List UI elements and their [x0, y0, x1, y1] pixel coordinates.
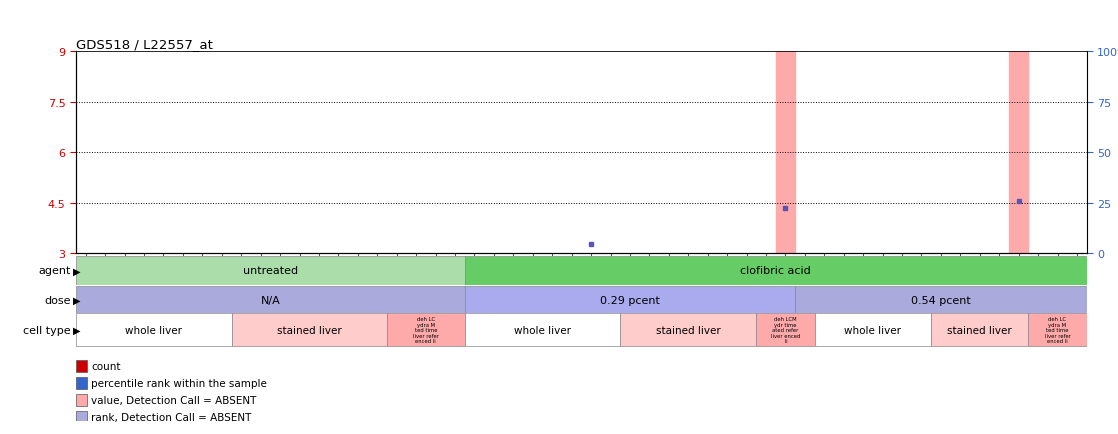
Bar	[756, 314, 815, 346]
Bar	[76, 256, 465, 285]
Bar	[465, 286, 795, 315]
Text: rank, Detection Call = ABSENT: rank, Detection Call = ABSENT	[91, 412, 252, 421]
Text: deh LC
ydra M
ted time
liver refer
enced li: deh LC ydra M ted time liver refer enced…	[413, 316, 439, 343]
Bar	[776, 52, 795, 254]
Bar	[231, 314, 387, 346]
Text: N/A: N/A	[260, 296, 281, 305]
Bar	[387, 314, 465, 346]
Text: value, Detection Call = ABSENT: value, Detection Call = ABSENT	[91, 395, 256, 404]
Text: ▶: ▶	[73, 296, 80, 305]
Text: dose: dose	[44, 296, 70, 305]
Text: clofibric acid: clofibric acid	[740, 266, 811, 276]
Text: whole liver: whole liver	[844, 325, 901, 335]
Bar	[465, 256, 1087, 285]
Text: 0.29 pcent: 0.29 pcent	[600, 296, 660, 305]
Bar	[1029, 314, 1087, 346]
Bar	[76, 360, 87, 372]
Bar	[465, 314, 620, 346]
Bar	[76, 377, 87, 389]
Text: stained liver: stained liver	[277, 325, 342, 335]
Text: count: count	[91, 361, 121, 371]
Text: stained liver: stained liver	[947, 325, 1012, 335]
Bar	[76, 411, 87, 423]
Bar	[76, 394, 87, 406]
Text: percentile rank within the sample: percentile rank within the sample	[91, 378, 267, 388]
Text: deh LC
ydra M
ted time
liver refer
enced li: deh LC ydra M ted time liver refer enced…	[1044, 316, 1071, 343]
Text: ▶: ▶	[73, 266, 80, 276]
Text: GDS518 / L22557_at: GDS518 / L22557_at	[76, 38, 212, 51]
Bar	[76, 314, 231, 346]
Bar	[815, 314, 931, 346]
Text: deh LCM
ydr time
ated refer
liver enced
 li: deh LCM ydr time ated refer liver enced …	[770, 316, 800, 343]
Bar	[620, 314, 756, 346]
Text: whole liver: whole liver	[125, 325, 182, 335]
Text: untreated: untreated	[243, 266, 297, 276]
Bar	[795, 286, 1087, 315]
Text: 0.54 pcent: 0.54 pcent	[911, 296, 970, 305]
Text: cell type: cell type	[22, 325, 70, 335]
Text: ▶: ▶	[73, 325, 80, 335]
Text: whole liver: whole liver	[514, 325, 571, 335]
Bar	[76, 286, 465, 315]
Text: agent: agent	[38, 266, 70, 276]
Bar	[1008, 52, 1029, 254]
Bar	[931, 314, 1029, 346]
Text: stained liver: stained liver	[656, 325, 721, 335]
